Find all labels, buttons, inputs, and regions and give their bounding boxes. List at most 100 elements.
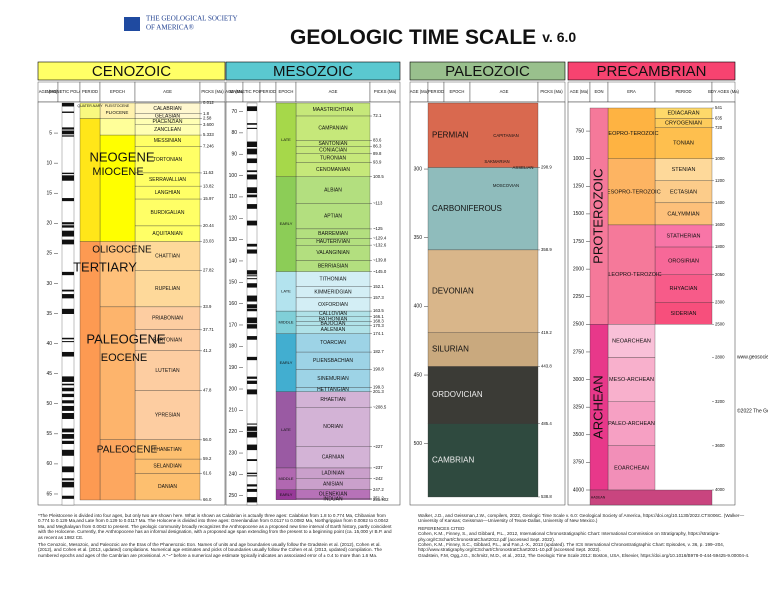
age-label: YPRESIAN (155, 413, 181, 419)
pick-label: 86.3 (373, 143, 382, 148)
polarity-stripe (62, 449, 74, 456)
polarity-stripe (247, 174, 257, 180)
copyright: ©2022 The Geological Society of America (737, 407, 768, 414)
column-header: MAGNETIC POLARITY (47, 89, 91, 94)
polarity-stripe (62, 478, 74, 481)
age-tick-label: 35 (46, 311, 52, 317)
pick-label: 2300 (715, 299, 725, 304)
era-box (607, 401, 656, 446)
age-tick-label: 15 (46, 191, 52, 197)
polarity-stripe (62, 225, 74, 228)
age-label: MESSINIAN (154, 138, 182, 144)
age-tick-label: 50 (46, 401, 52, 407)
pick-label: 298.9 (541, 165, 552, 170)
era-box (607, 107, 656, 159)
column-header: AGE (Ma) (225, 89, 244, 94)
pick-label: ~237 (373, 465, 383, 470)
pick-label: 41.2 (203, 348, 212, 353)
column-header: AGE (Ma) (39, 89, 58, 94)
age-label: BARTONIAN (153, 338, 182, 344)
polarity-stripe (247, 295, 257, 302)
column-header: PERIOD (675, 89, 691, 94)
age-tick-label: 2750 (573, 349, 584, 355)
logo-mark (124, 17, 140, 31)
polarity-stripe (62, 337, 74, 340)
polarity-stripe (62, 440, 74, 445)
age-tick-label: 1500 (573, 211, 584, 217)
age-tick-label: 2250 (573, 294, 584, 300)
period-label: PALEOGENE (86, 331, 166, 346)
site-url: www.geosociety.org/timescale (737, 354, 768, 360)
epoch-box (99, 306, 136, 440)
age-label: BATHONIAN (319, 316, 348, 322)
reference: Cohen, K.M., Finney, S.C., Gibbard, P.L.… (418, 542, 725, 553)
age-tick-label: 60 (46, 461, 52, 467)
age-tick-label: 150 (229, 280, 238, 286)
polarity-stripe (62, 351, 74, 357)
age-label: ANISIAN (323, 482, 343, 488)
polarity-stripe (62, 230, 74, 237)
age-label: BARREMIAN (318, 231, 348, 237)
age-label: BAJOCIAN (320, 321, 345, 327)
age-label: CHATTIAN (155, 253, 180, 259)
period-label: CAMBRIAN (432, 455, 474, 464)
age-box (134, 390, 201, 440)
pick-label: 93.9 (373, 160, 382, 165)
polarity-stripe (247, 380, 257, 384)
age-box (134, 146, 201, 174)
polarity-stripe (62, 222, 74, 225)
polarity-stripe (62, 239, 74, 245)
age-label: HAUTERIVIAN (316, 239, 350, 245)
polarity-stripe (247, 472, 257, 475)
pick-label: 89.8 (373, 151, 382, 156)
polarity-stripe (247, 275, 257, 277)
pick-label: 635 (715, 116, 723, 121)
pick-label: 720 (715, 125, 723, 130)
org-name: OF AMERICA® (146, 24, 195, 32)
age-box (134, 270, 201, 308)
period-label: RHYACIAN (669, 286, 697, 292)
period-label: TONIAN (673, 141, 694, 147)
pick-label: ~113 (373, 200, 383, 205)
polarity-stripe (247, 304, 257, 309)
era-header-bar (409, 61, 566, 81)
age-label: THANETIAN (153, 447, 182, 453)
age-box (295, 407, 371, 447)
footnotes: *The Pleistocene is divided into four ag… (38, 513, 393, 560)
pick-label: 20.44 (203, 223, 214, 228)
pick-label: ~145.0 (373, 269, 387, 274)
era-header: PALEOZOIC (445, 63, 530, 80)
pick-label: 1200 (715, 178, 725, 183)
polarity-stripe (247, 187, 257, 194)
column-header: AGE (163, 89, 172, 94)
polarity-stripe (247, 127, 257, 129)
age-label: CALLOVIAN (319, 311, 347, 317)
epoch-label: LATE (281, 137, 291, 142)
age-tick-label: 120 (229, 216, 238, 222)
age-label: BERRIASIAN (318, 263, 349, 269)
age-label: INDUAN (323, 496, 343, 502)
period-box (427, 102, 539, 168)
age-tick-label: 20 (46, 221, 52, 227)
epoch-box (99, 439, 136, 501)
version: v. 6.0 (542, 29, 576, 45)
polarity-column (246, 102, 258, 506)
column-header: PICKS (Ma) (201, 89, 224, 94)
age-tick-label: 110 (229, 194, 237, 200)
note: *The Pleistocene is divided into four ag… (38, 513, 392, 540)
era-header-bar (225, 61, 401, 81)
age-label: PIACENZIAN (152, 119, 182, 125)
age-label: MAASTRICHTIAN (313, 107, 354, 113)
age-label: CARNIAN (322, 455, 345, 461)
polarity-stripe (247, 497, 257, 503)
epoch-label: MIDDLE (278, 476, 293, 481)
age-box (295, 176, 371, 204)
epoch-label: PLIOCENE (106, 110, 129, 115)
polarity-stripe (247, 249, 257, 254)
polarity-stripe (62, 495, 74, 499)
era-label: PALEO-ARCHEAN (608, 421, 655, 427)
polarity-stripe (62, 308, 74, 314)
age-label: PLIENSBACHIAN (313, 358, 353, 364)
polarity-stripe (62, 383, 74, 386)
